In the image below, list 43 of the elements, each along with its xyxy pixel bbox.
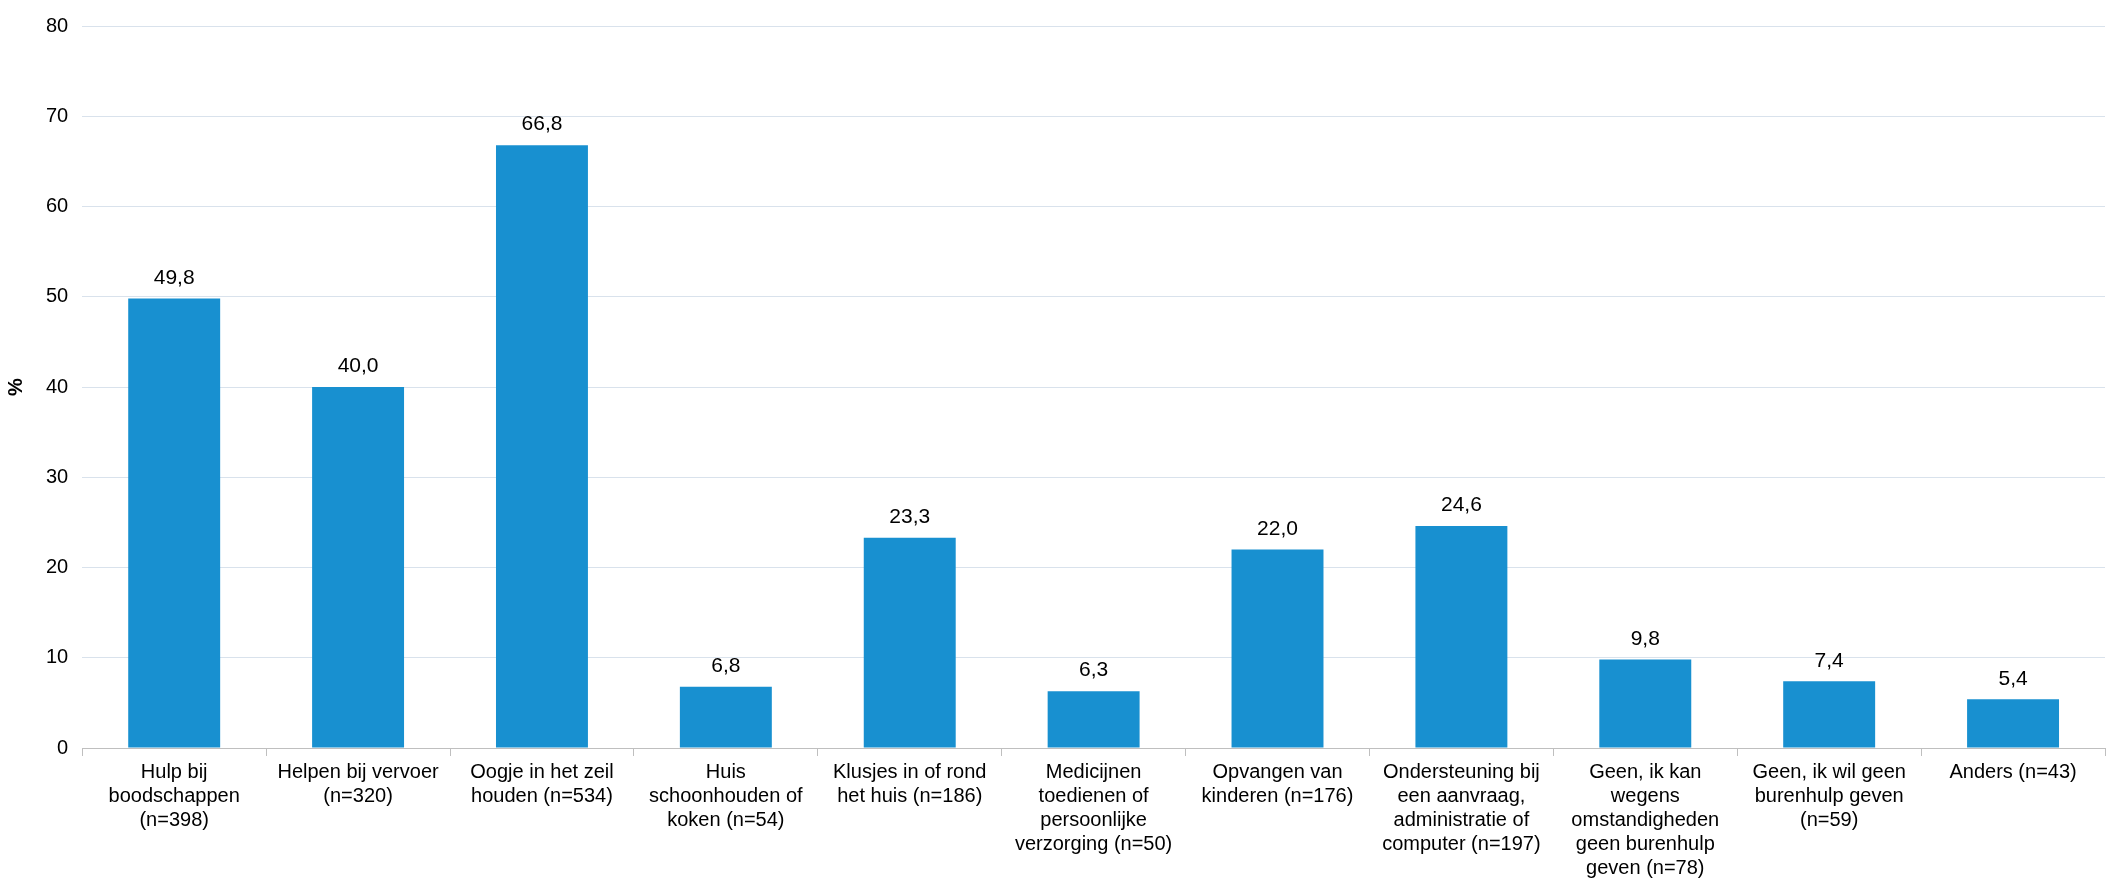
bar <box>128 298 221 748</box>
y-tick-label: 40 <box>46 374 69 397</box>
x-tick-label: Huis schoonhouden of koken (n=54) <box>649 759 804 830</box>
y-axis-title: % <box>3 377 26 396</box>
x-tick-label: Medicijnen toedienen of persoonlijke verzorging (n=50) <box>1014 759 1173 854</box>
y-tick-label: 80 <box>46 13 69 36</box>
x-tick-label: Geen, ik kan wegens omstandigheden geen burenhulp geven (n=78) <box>1571 759 1720 878</box>
y-tick-label: 60 <box>46 194 69 217</box>
x-tick-label: Opvangen van kinderen (n=176) <box>1201 759 1354 806</box>
bar <box>312 387 405 748</box>
bar <box>1415 525 1508 748</box>
bar <box>1231 549 1324 748</box>
x-tick-label: Helpen bij vervoer (n=320) <box>277 759 440 806</box>
x-tick-label: Oogje in het zeil houden (n=534) <box>470 759 614 806</box>
bar <box>1047 691 1140 748</box>
bar <box>1599 659 1692 748</box>
bar <box>679 686 772 748</box>
y-tick-label: 30 <box>46 464 69 487</box>
bar <box>1783 681 1876 748</box>
data-label: 24,6 <box>1440 492 1482 516</box>
x-tick-label: Klusjes in of rond het huis (n=186) <box>833 759 987 806</box>
data-label: 22,0 <box>1257 515 1298 539</box>
x-tick-label: Geen, ik wil geen burenhulp geven (n=59) <box>1752 759 1906 830</box>
bar <box>495 145 588 748</box>
data-label: 6,8 <box>711 652 741 676</box>
y-tick-label: 20 <box>46 555 69 578</box>
y-tick-label: 0 <box>57 735 69 758</box>
data-label: 5,4 <box>1998 665 2028 689</box>
y-tick-label: 10 <box>46 645 69 668</box>
data-label: 6,3 <box>1079 657 1109 681</box>
data-label: 49,8 <box>153 264 195 288</box>
data-label: 9,8 <box>1630 625 1660 649</box>
data-label: 23,3 <box>889 504 931 528</box>
y-tick-label: 70 <box>46 103 69 126</box>
x-tick-label: Hulp bij boodschappen (n=398) <box>108 759 240 830</box>
bar <box>863 537 956 748</box>
data-label: 40,0 <box>337 353 379 377</box>
x-tick-label: Ondersteuning bij een aanvraag, administratie of computer (n=197) <box>1382 759 1541 854</box>
x-tick-label: Anders (n=43) <box>1949 759 2077 782</box>
y-tick-label: 50 <box>46 284 69 307</box>
data-label: 66,8 <box>521 111 563 135</box>
bar <box>1967 699 2060 748</box>
data-label: 7,4 <box>1814 647 1845 671</box>
